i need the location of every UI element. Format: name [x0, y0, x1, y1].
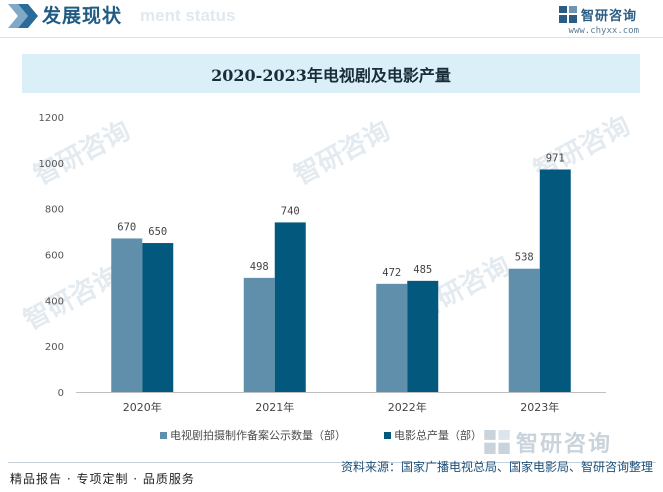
x-tick-label: 2023年	[520, 400, 559, 414]
bar-series-1	[508, 268, 540, 392]
legend-label: 电视剧拍摄制作备案公示数量（部）	[170, 429, 346, 442]
header-divider	[0, 37, 663, 38]
legend-item-series-1: 电视剧拍摄制作备案公示数量（部）	[160, 427, 346, 443]
x-tick-label: 2021年	[255, 400, 294, 414]
bar-series-2	[274, 222, 306, 392]
bar-value-label: 971	[546, 152, 565, 164]
y-axis: 0 200 400 600 800 1000 1200	[39, 113, 64, 399]
legend-item-series-2: 电影总产量（部）	[384, 427, 482, 443]
bar-value-label: 650	[148, 226, 167, 238]
bar-series-2	[539, 169, 571, 392]
y-tick-label: 1000	[39, 159, 64, 170]
brand-url: www.chyxx.com	[568, 26, 639, 36]
double-chevron-icon	[8, 4, 38, 28]
bar-series-2	[142, 243, 174, 392]
bar-series-group: 670 650 498 740 472 485 538 971	[111, 152, 571, 392]
bar-series-1	[376, 283, 408, 392]
watermark-logo-text: 智研咨询	[516, 432, 613, 457]
x-tick-label: 2020年	[123, 400, 162, 414]
y-tick-label: 400	[45, 296, 64, 307]
legend-label: 电影总产量（部）	[394, 429, 482, 442]
bar-series-1	[111, 238, 143, 392]
footer-source: 资料来源：国家广播电视总局、国家电影局、智研咨询整理	[340, 460, 653, 474]
page-title: 发展现状	[42, 5, 123, 27]
bar-value-label: 498	[250, 261, 269, 273]
brand-name: 智研咨询	[580, 9, 637, 24]
bar-value-label: 670	[117, 221, 136, 233]
footer-tagline: 精品报告 · 专项定制 · 品质服务	[10, 472, 195, 486]
bar-series-1	[243, 277, 275, 392]
bar-value-label: 485	[413, 264, 432, 276]
brand-logo-icon	[558, 6, 577, 23]
x-tick-label: 2022年	[388, 400, 427, 414]
x-axis: 2020年 2021年 2022年 2023年	[76, 392, 606, 414]
y-tick-label: 600	[45, 251, 64, 262]
chart-title: 2020-2023年电视剧及电影产量	[211, 65, 451, 85]
chart-legend: 电视剧拍摄制作备案公示数量（部） 电影总产量（部）	[160, 427, 520, 443]
y-tick-label: 200	[45, 342, 64, 353]
watermark-logo: 智研咨询	[484, 426, 612, 458]
page-header: ment status 发展现状 智研咨询 www.chyxx.com	[0, 0, 663, 40]
bar-value-label: 538	[515, 252, 534, 264]
bar-value-label: 740	[281, 205, 300, 217]
chart-title-bar: 2020-2023年电视剧及电影产量	[22, 54, 640, 93]
y-tick-label: 800	[45, 205, 64, 216]
brand: 智研咨询	[558, 5, 637, 24]
header-subtitle: ment status	[140, 6, 236, 25]
legend-swatch	[160, 431, 167, 439]
watermark-logo-icon	[484, 430, 510, 454]
bar-series-2	[407, 280, 439, 392]
legend-swatch	[384, 431, 391, 439]
y-tick-label: 0	[58, 388, 64, 399]
y-tick-label: 1200	[39, 113, 64, 124]
bar-value-label: 472	[382, 267, 401, 279]
footer-divider	[8, 462, 656, 463]
